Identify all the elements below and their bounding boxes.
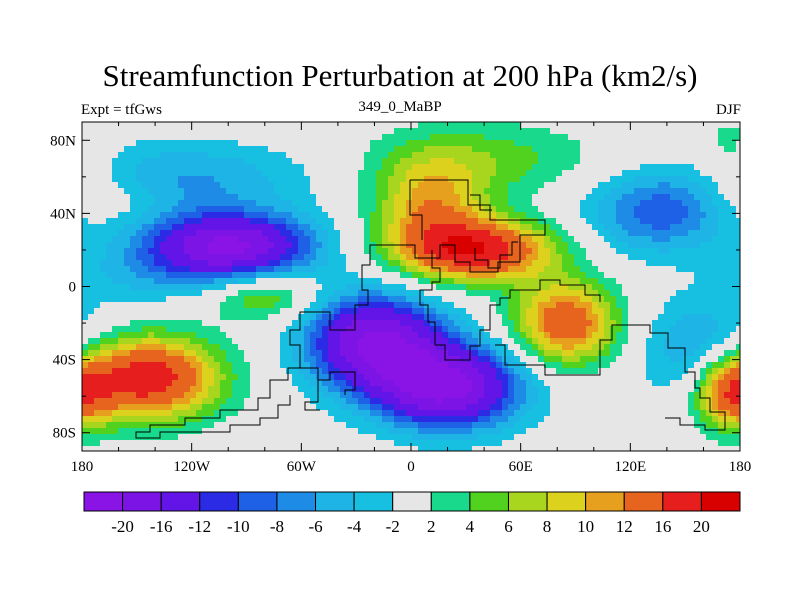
coastline-segment-5 — [304, 380, 320, 411]
x-tick-label: 180 — [729, 459, 752, 475]
colorbar-label: -2 — [386, 517, 400, 536]
colorbar-label: 8 — [543, 517, 552, 536]
colorbar-box — [700, 491, 741, 512]
colorbar-box — [546, 491, 587, 512]
colorbar-box — [623, 491, 664, 512]
colorbar-label: 6 — [504, 517, 513, 536]
axis-ticks: 180 120W 60W 0 60E 120E 180 80N 40N 0 40S 80S — [50, 122, 751, 475]
colorbar-label: 20 — [693, 517, 710, 536]
colorbar: -20 -16 -12 -10 -8 -6 -4 -2 2 4 6 8 10 12 16 20 — [83, 491, 741, 536]
coastline-segment-0 — [345, 179, 546, 331]
y-tick-label: 40N — [50, 206, 76, 222]
y-tick-label: 80N — [50, 133, 76, 149]
colorbar-box — [430, 491, 471, 512]
left-string: Expt = tfGws — [81, 102, 162, 118]
center-string: 349_0_MaBP — [358, 99, 442, 115]
colorbar-label: -10 — [227, 517, 250, 536]
y-tick-label: 40S — [53, 353, 76, 369]
colorbar-label: -12 — [188, 517, 211, 536]
colorbar-label: -16 — [150, 517, 173, 536]
coastline-segment-6 — [495, 324, 726, 431]
colorbar-box — [237, 491, 278, 512]
colorbar-box — [507, 491, 548, 512]
colorbar-label: 2 — [427, 517, 436, 536]
colorbar-box — [662, 491, 702, 512]
right-string: DJF — [715, 102, 741, 118]
coastline-segment-8 — [474, 241, 518, 269]
colorbar-box — [315, 491, 355, 512]
coastline-segment-4 — [135, 367, 300, 439]
colorbar-label: -20 — [111, 517, 134, 536]
colorbar-label: 16 — [654, 517, 671, 536]
y-tick-label: 0 — [69, 280, 77, 296]
colorbar-label: -6 — [308, 517, 322, 536]
coastline-segment-7 — [470, 194, 492, 211]
colorbar-box — [276, 491, 317, 512]
colorbar-box — [585, 491, 625, 512]
colorbar-box — [392, 491, 432, 512]
colorbar-box — [83, 491, 124, 512]
colorbar-label: -8 — [270, 517, 284, 536]
coastline-segment-1 — [409, 180, 423, 240]
x-tick-label: 180 — [71, 459, 94, 475]
chart-title: Streamfunction Perturbation at 200 hPa (… — [102, 58, 698, 93]
x-tick-label: 0 — [407, 459, 415, 475]
colorbar-label: -4 — [347, 517, 362, 536]
colorbar-box — [199, 491, 239, 512]
coastline-segment-2 — [419, 250, 601, 361]
y-tick-label: 80S — [53, 426, 76, 442]
colorbar-label: 4 — [466, 517, 475, 536]
colorbar-box — [469, 491, 509, 512]
colorbar-box — [160, 491, 201, 512]
continent-outline — [135, 179, 726, 439]
colorbar-label: 12 — [616, 517, 633, 536]
colorbar-box — [353, 491, 394, 512]
x-tick-label: 120E — [614, 459, 646, 475]
colorbar-box — [122, 491, 162, 512]
contour-field — [82, 122, 741, 452]
x-tick-label: 120W — [173, 459, 211, 475]
x-tick-label: 60W — [287, 459, 317, 475]
x-tick-label: 60E — [509, 459, 533, 475]
colorbar-label: 10 — [577, 517, 594, 536]
